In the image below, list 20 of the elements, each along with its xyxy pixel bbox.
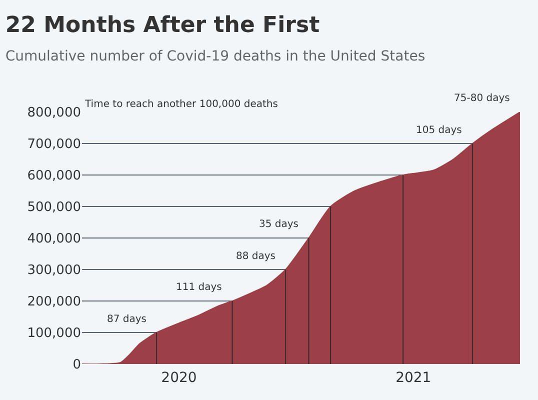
x-tick-label: 2020 — [161, 370, 197, 386]
y-tick-label: 0 — [72, 358, 81, 373]
y-tick-label: 700,000 — [27, 137, 81, 152]
annotation: 75-80 days — [454, 93, 510, 104]
chart-subtitle: Cumulative number of Covid-19 deaths in the United States — [5, 48, 426, 65]
y-tick-label: 600,000 — [27, 168, 81, 184]
annotation: 105 days — [416, 125, 462, 136]
annotation: 35 days — [259, 219, 299, 230]
x-tick-label: 2021 — [396, 370, 432, 386]
text: Time to reach another 100,000 deaths — [84, 99, 278, 110]
annotation: 111 days — [176, 282, 222, 293]
y-tick-label: 800,000 — [27, 106, 81, 121]
y-tick-label: 200,000 — [27, 294, 81, 310]
y-tick-label: 500,000 — [27, 200, 81, 216]
annotation: 87 days — [107, 314, 147, 325]
y-tick-label: 400,000 — [27, 232, 81, 247]
y-tick-label: 300,000 — [27, 263, 81, 278]
chart-title: 22 Months After the First — [5, 13, 320, 38]
y-tick-label: 100,000 — [27, 326, 81, 342]
annotation: 88 days — [236, 251, 276, 262]
